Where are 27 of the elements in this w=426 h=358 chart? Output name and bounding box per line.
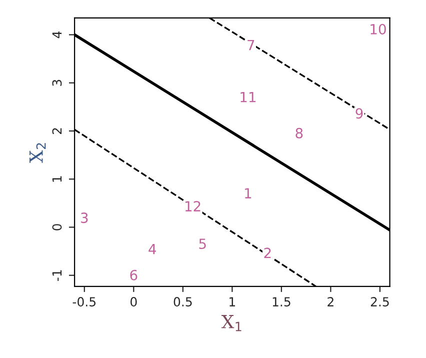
annotation: 10 <box>370 24 386 34</box>
annotation: 9 <box>356 108 363 119</box>
annotation: 8 <box>296 128 303 138</box>
annotation: 3 <box>81 212 88 224</box>
x-axis-title: X$_{1}$ <box>221 315 242 332</box>
annotation: 12 <box>185 201 200 212</box>
x-tick-label: 0.5 <box>174 297 192 306</box>
y-tick-label: 0 <box>52 224 62 230</box>
annotation: 4 <box>148 244 156 254</box>
annotation: 2 <box>264 248 271 258</box>
y-tick-label: 3 <box>52 80 62 86</box>
annotation: 11 <box>240 92 256 102</box>
x-tick-label: 2 <box>328 297 334 306</box>
y-tick-label: -1 <box>52 270 62 281</box>
annotation: 5 <box>199 238 206 250</box>
y-tick-label: 1 <box>52 176 62 182</box>
annotation: 7 <box>248 40 254 50</box>
y-axis-title: X$_{2}$ <box>30 143 46 163</box>
x-tick-label: 2.5 <box>370 297 389 306</box>
x-tick-label: -0.5 <box>72 297 96 306</box>
x-tick-label: 1.5 <box>272 297 290 306</box>
annotation: 1 <box>245 188 252 198</box>
y-tick-label: 4 <box>52 31 62 38</box>
x-tick-label: 1 <box>230 297 235 306</box>
y-tick-label: 2 <box>52 128 62 134</box>
x-tick-label: 0 <box>130 297 137 306</box>
annotation: 6 <box>130 270 138 280</box>
